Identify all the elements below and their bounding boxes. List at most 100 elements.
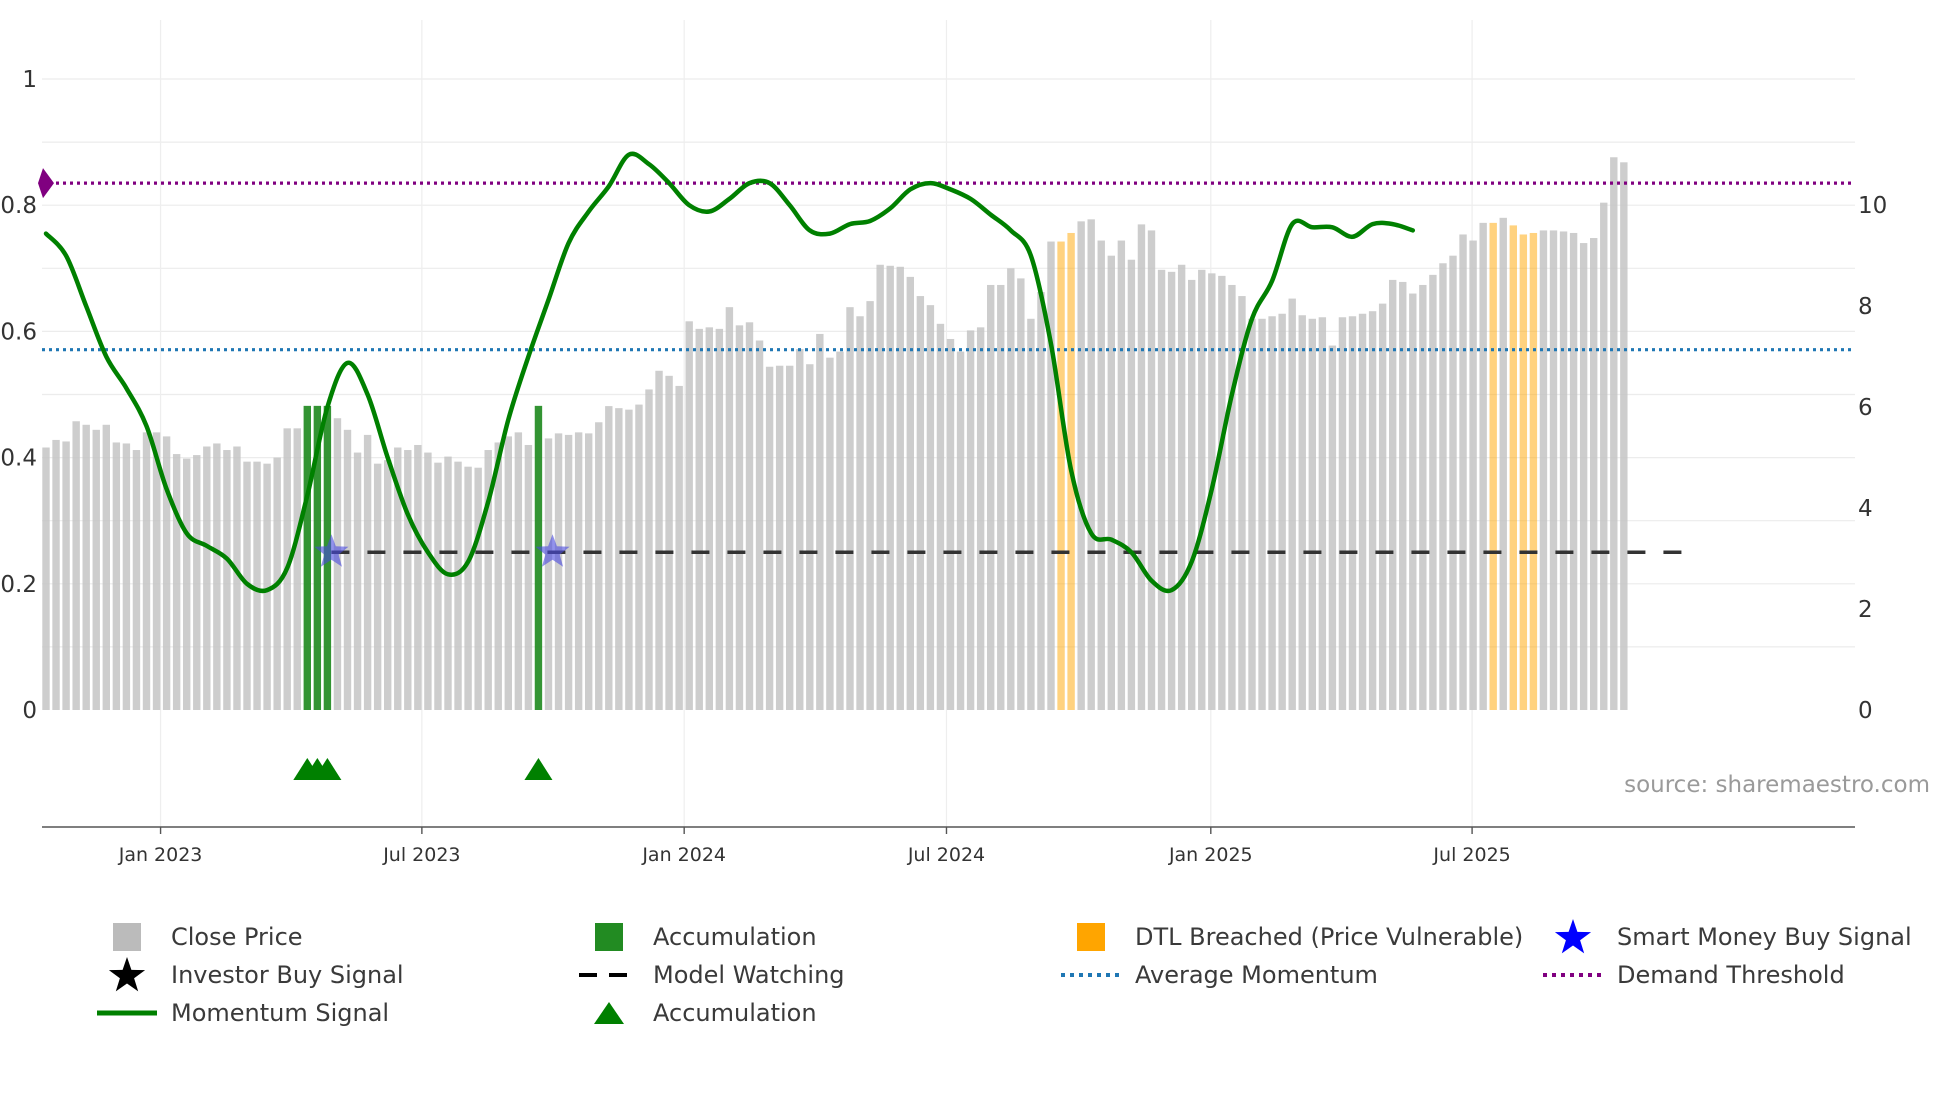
legend-label: Smart Money Buy Signal xyxy=(1617,923,1912,951)
legend-label: Accumulation xyxy=(653,999,817,1027)
close-price-bar xyxy=(906,276,914,710)
close-price-bar xyxy=(775,365,784,710)
close-price-bar xyxy=(524,444,533,710)
close-price-bar xyxy=(494,442,502,710)
x-axis-tick-label: Jan 2025 xyxy=(1168,844,1253,866)
legend-label: DTL Breached (Price Vulnerable) xyxy=(1135,923,1524,951)
close-price-bar xyxy=(826,357,834,710)
close-price-bar xyxy=(1107,255,1115,710)
close-price-bar xyxy=(745,322,754,710)
legend-label: Demand Threshold xyxy=(1617,961,1845,989)
close-price-bar xyxy=(796,349,804,710)
close-price-bar xyxy=(1218,275,1226,710)
legend-item-accum-bar: Accumulation xyxy=(577,918,1059,956)
close-price-bar xyxy=(585,433,593,710)
close-price-bar xyxy=(755,340,764,710)
right-axis-tick-label: 2 xyxy=(1858,597,1873,623)
close-price-bar xyxy=(1097,240,1105,710)
close-price-bar xyxy=(1378,303,1387,710)
close-price-bar xyxy=(544,438,553,710)
close-price-bar xyxy=(1198,269,1206,710)
accumulation-bar xyxy=(313,405,322,710)
close-price-bar xyxy=(846,307,854,710)
close-price-bar xyxy=(253,461,261,710)
close-price-bar xyxy=(82,424,90,710)
close-price-bar xyxy=(876,264,884,710)
legend-marker-demand xyxy=(1541,958,1605,992)
close-price-bar xyxy=(1559,231,1568,711)
close-price-bar xyxy=(424,452,432,710)
close-price-bar xyxy=(1409,293,1417,710)
close-price-bar xyxy=(1007,268,1015,710)
close-price-bar xyxy=(1268,316,1276,710)
close-price-bar xyxy=(152,432,161,710)
legend-item-dtl: DTL Breached (Price Vulnerable) xyxy=(1059,918,1541,956)
close-price-bar xyxy=(1298,315,1306,710)
close-price-bar xyxy=(373,463,382,710)
close-price-bar xyxy=(1167,271,1176,710)
close-price-bar xyxy=(1479,222,1487,711)
close-price-bar xyxy=(162,436,171,710)
close-price-bar xyxy=(1157,269,1166,710)
close-price-bar xyxy=(1399,281,1407,710)
close-price-bar xyxy=(1459,234,1467,710)
close-price-bar xyxy=(655,370,663,710)
close-price-bar xyxy=(916,296,925,710)
close-price-bar xyxy=(1549,230,1558,710)
legend-label: Investor Buy Signal xyxy=(171,961,404,989)
dtl-breached-bar xyxy=(1057,241,1065,710)
close-price-bar xyxy=(1610,157,1618,710)
close-price-bar xyxy=(394,447,402,710)
legend-label: Close Price xyxy=(171,923,303,951)
close-price-bar xyxy=(444,456,452,710)
close-price-bar xyxy=(625,409,633,710)
close-price-bar xyxy=(615,408,623,710)
close-price-bar xyxy=(183,458,191,710)
close-price-bar xyxy=(1620,162,1628,711)
close-price-bar xyxy=(645,389,653,710)
left-axis-tick-label: 0.8 xyxy=(0,193,37,219)
close-price-bar xyxy=(112,442,121,710)
close-price-bar xyxy=(1308,318,1316,710)
close-price-bar xyxy=(1238,296,1246,710)
right-axis-tick-label: 6 xyxy=(1858,395,1873,421)
close-price-bar xyxy=(1389,279,1397,710)
accumulation-bar xyxy=(303,405,311,710)
close-price-bar xyxy=(484,450,492,710)
left-axis-tick-label: 0 xyxy=(22,698,37,724)
right-axis-tick-label: 4 xyxy=(1858,496,1873,522)
close-price-bar xyxy=(866,301,874,710)
legend-item-smart: Smart Money Buy Signal xyxy=(1541,918,1941,956)
accumulation-bar xyxy=(534,405,543,710)
close-price-bar xyxy=(1358,313,1367,710)
smart-money-star xyxy=(535,534,570,567)
right-axis-tick-label: 10 xyxy=(1858,193,1887,219)
close-price-bar xyxy=(434,462,442,710)
legend-marker-watching xyxy=(577,958,641,992)
x-axis-tick-label: Jul 2025 xyxy=(1432,844,1510,866)
close-price-bar xyxy=(554,433,563,710)
close-price-bar xyxy=(1439,263,1447,710)
legend-label: Momentum Signal xyxy=(171,999,390,1027)
close-price-bar xyxy=(333,418,342,710)
legend-label: Accumulation xyxy=(653,923,817,951)
close-price-bar xyxy=(1499,217,1507,710)
close-price-bar xyxy=(514,432,523,710)
close-price-bar xyxy=(896,266,904,710)
close-price-bar xyxy=(786,365,794,710)
x-axis-tick-label: Jan 2024 xyxy=(641,844,726,866)
close-price-bar xyxy=(605,406,613,710)
left-axis-tick-label: 1 xyxy=(22,67,37,93)
close-price-bar xyxy=(1127,259,1136,710)
legend-item-investor: Investor Buy Signal xyxy=(95,956,577,994)
close-price-bar xyxy=(1600,202,1608,710)
left-axis-tick-label: 0.6 xyxy=(0,319,37,345)
close-price-bar xyxy=(213,443,221,710)
close-price-bar xyxy=(1590,238,1598,710)
close-price-bar xyxy=(454,461,462,710)
close-price-bar xyxy=(62,441,70,710)
left-axis-tick-label: 0.2 xyxy=(0,572,37,598)
left-axis-tick-label: 0.4 xyxy=(0,446,37,472)
